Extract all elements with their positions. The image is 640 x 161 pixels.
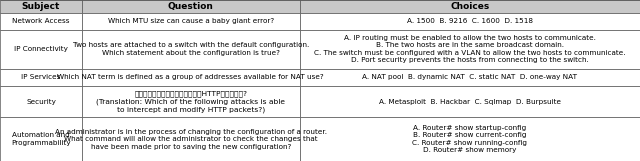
Bar [82, 69, 300, 86]
Bar [300, 86, 640, 117]
Text: Security: Security [26, 99, 56, 105]
Text: A. NAT pool  B. dynamic NAT  C. static NAT  D. one-way NAT: A. NAT pool B. dynamic NAT C. static NAT… [362, 74, 577, 80]
Bar [0, 86, 82, 117]
Bar [300, 117, 640, 161]
Text: 以下哪個攻擊可以提供截取和修改HTTP数据包功能?
(Translation: Which of the following attacks is able
t: 以下哪個攻擊可以提供截取和修改HTTP数据包功能? (Translation: … [96, 90, 285, 113]
Bar [82, 30, 300, 69]
Text: Subject: Subject [22, 2, 60, 11]
Bar [300, 30, 640, 69]
Bar [0, 117, 82, 161]
Bar [0, 0, 82, 13]
Bar [82, 117, 300, 161]
Text: Network Access: Network Access [12, 18, 70, 24]
Text: IP Connectivity: IP Connectivity [14, 46, 68, 52]
Bar [0, 13, 82, 30]
Text: Automation and
Programmability: Automation and Programmability [11, 132, 71, 146]
Bar [82, 0, 300, 13]
Text: A. Metasploit  B. Hackbar  C. Sqlmap  D. Burpsuite: A. Metasploit B. Hackbar C. Sqlmap D. Bu… [379, 99, 561, 105]
Text: Two hosts are attached to a switch with the default configuration.
Which stateme: Two hosts are attached to a switch with … [72, 43, 309, 56]
Bar [300, 69, 640, 86]
Text: IP Services: IP Services [21, 74, 61, 80]
Text: Choices: Choices [450, 2, 490, 11]
Text: Question: Question [168, 2, 214, 11]
Text: Which MTU size can cause a baby giant error?: Which MTU size can cause a baby giant er… [108, 18, 274, 24]
Bar [82, 13, 300, 30]
Bar [82, 86, 300, 117]
Bar [0, 69, 82, 86]
Text: A. Router# show startup-config
B. Router# show current-config
C. Router# show ru: A. Router# show startup-config B. Router… [412, 125, 527, 153]
Text: A. IP routing must be enabled to allow the two hosts to communicate.
B. The two : A. IP routing must be enabled to allow t… [314, 35, 625, 63]
Bar [0, 30, 82, 69]
Bar [300, 0, 640, 13]
Bar [300, 13, 640, 30]
Text: An administrator is in the process of changing the configuration of a router.
Wh: An administrator is in the process of ch… [55, 129, 327, 150]
Text: A. 1500  B. 9216  C. 1600  D. 1518: A. 1500 B. 9216 C. 1600 D. 1518 [407, 18, 532, 24]
Text: Which NAT term is defined as a group of addresses available for NAT use?: Which NAT term is defined as a group of … [58, 74, 324, 80]
